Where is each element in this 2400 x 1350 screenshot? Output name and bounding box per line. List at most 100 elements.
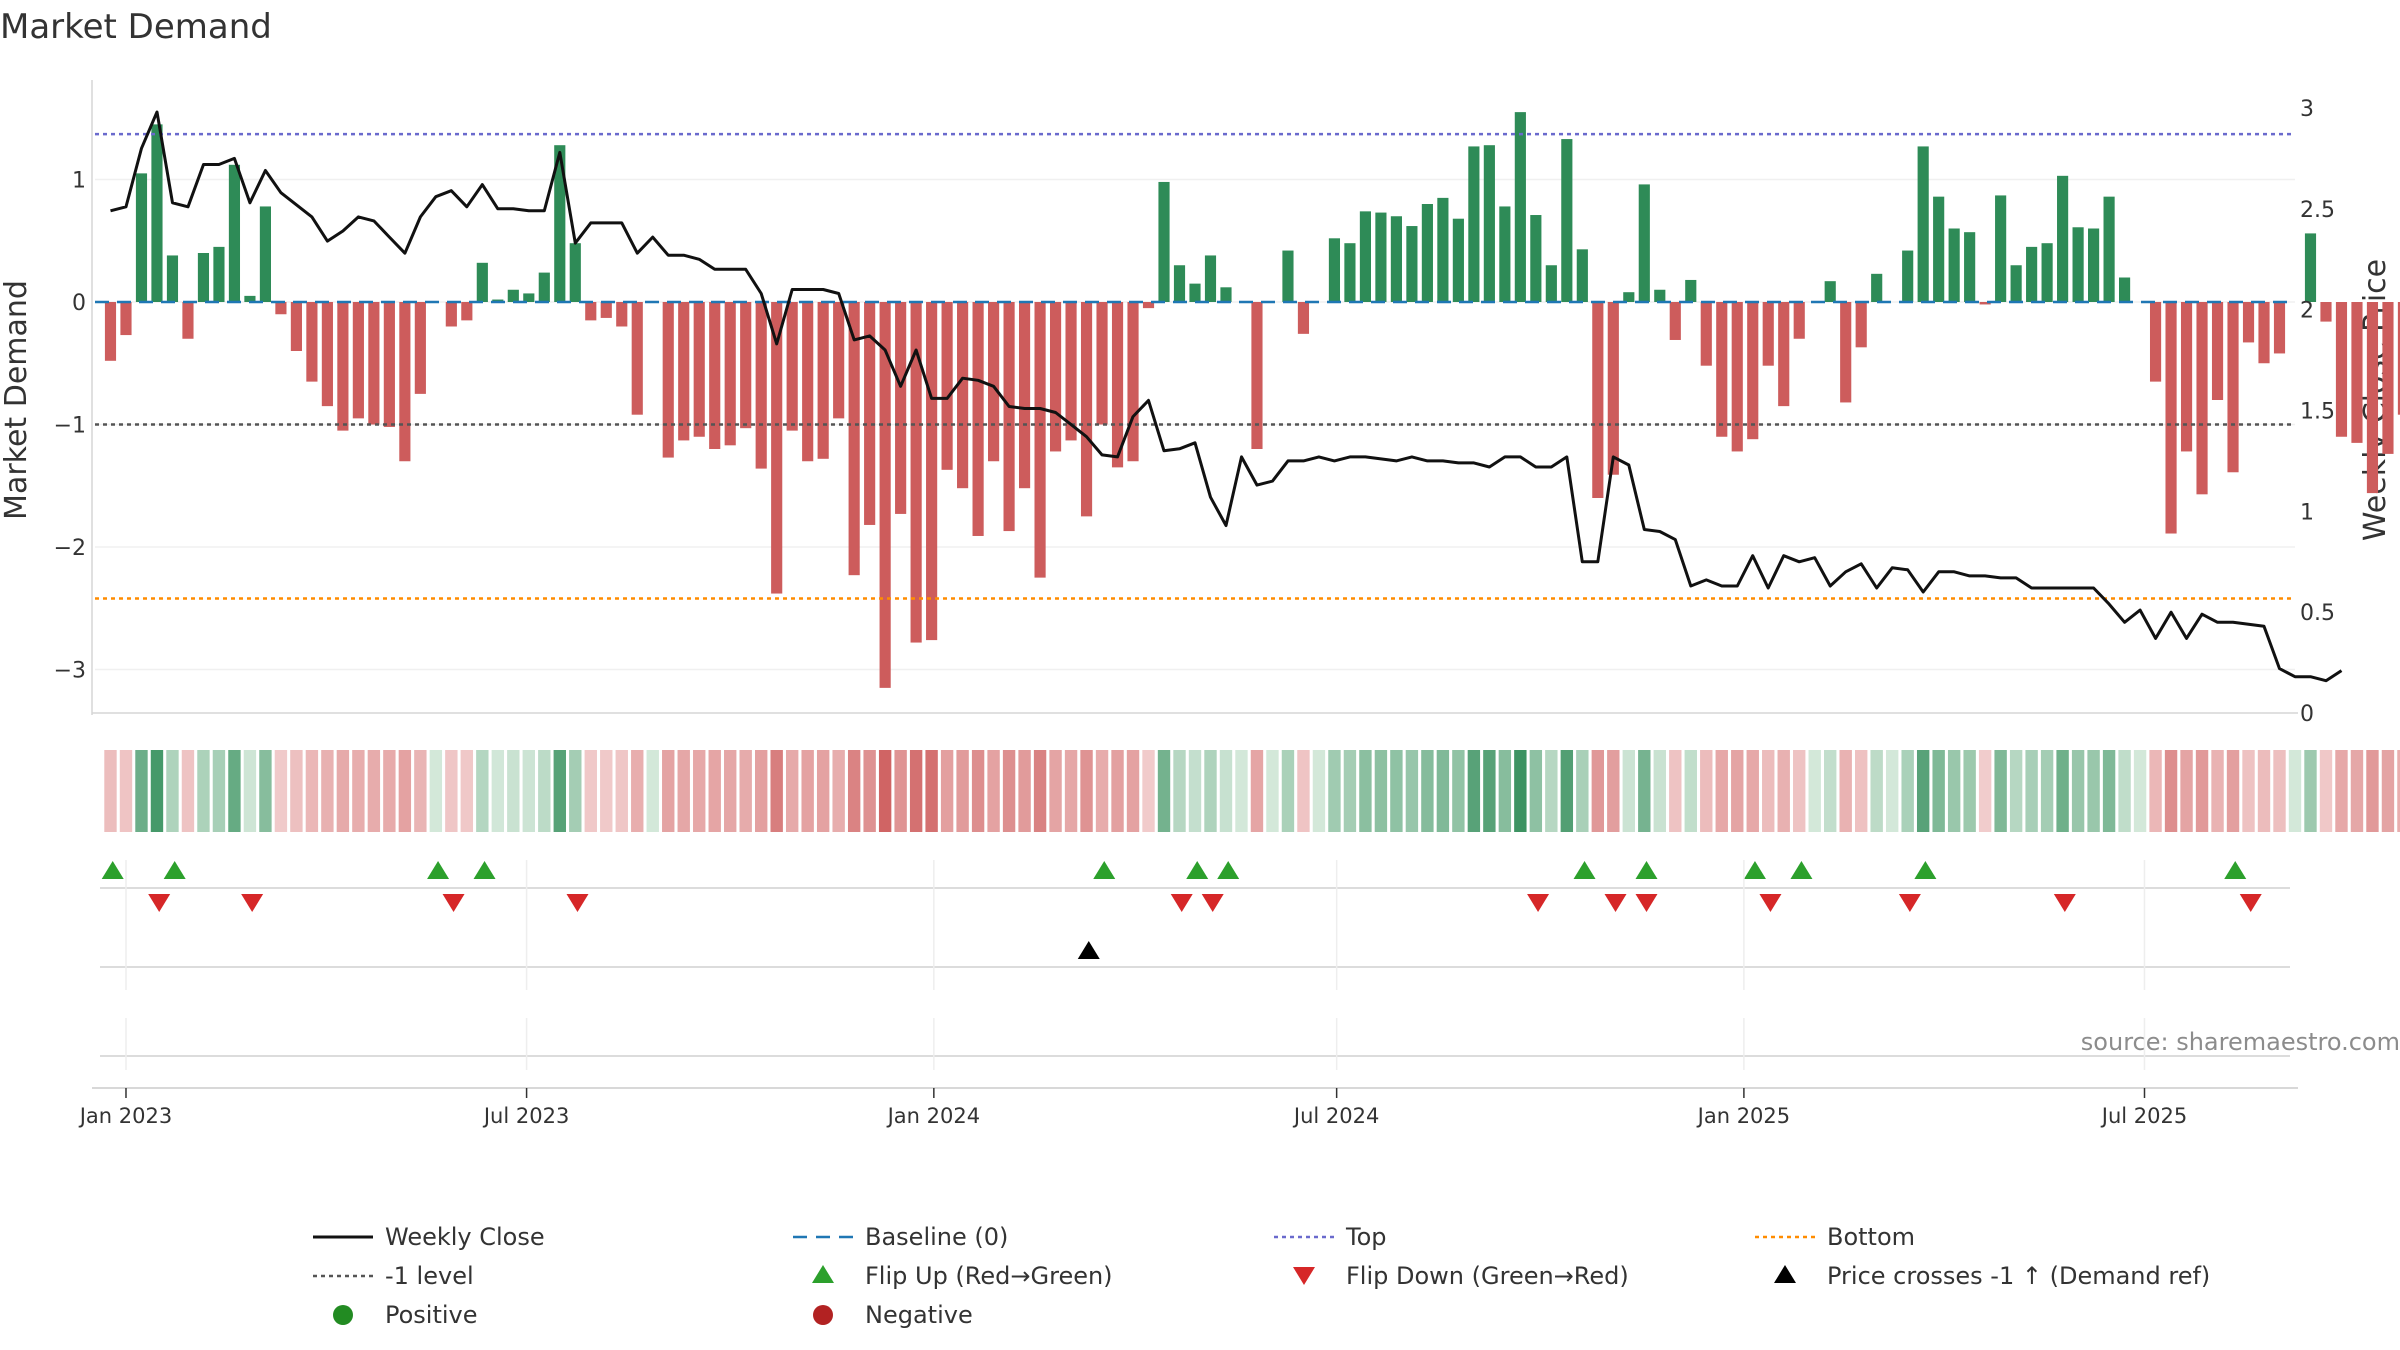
bar-negative [275, 302, 287, 315]
strip-cell [801, 750, 814, 832]
bar-positive [1220, 287, 1232, 302]
x-tick-label: Jan 2024 [886, 1104, 981, 1128]
strip-cell [1359, 750, 1372, 832]
strip-cell [352, 750, 365, 832]
bar-positive [1530, 215, 1542, 302]
bar-negative [306, 302, 318, 382]
strip-cell [2304, 750, 2317, 832]
legend-swatch [813, 1305, 833, 1325]
strip-cell [1390, 750, 1403, 832]
strip-cell [2242, 750, 2255, 832]
bar-negative [755, 302, 767, 469]
strip-cell [1576, 750, 1589, 832]
bar-positive [244, 295, 256, 302]
y-axis-label-left: Market Demand [0, 280, 34, 520]
strip-cell [1824, 750, 1837, 832]
strip-cell [1994, 750, 2007, 832]
strip-cell [2335, 750, 2348, 832]
strip-cell [1963, 750, 1976, 832]
flip-down-marker [2053, 894, 2076, 912]
bar-negative [1049, 302, 1062, 452]
bar-negative [1111, 302, 1124, 468]
legend-label: Flip Up (Red→Green) [865, 1262, 1113, 1290]
strip-cell [1529, 750, 1543, 832]
strip-cell [1467, 750, 1481, 832]
bar-positive [1437, 197, 1449, 302]
strip-cell [1483, 750, 1496, 832]
bar-negative [1019, 302, 1031, 489]
bar-positive [1933, 196, 1945, 302]
bar-negative [445, 302, 457, 327]
bar-negative [724, 302, 736, 446]
strip-cell [2149, 750, 2162, 832]
legend-label: Weekly Close [385, 1223, 545, 1251]
strip-cell [1188, 750, 1202, 832]
strip-cell [1700, 750, 1713, 832]
strip-cell [1142, 750, 1155, 832]
strip-cell [863, 750, 876, 832]
bar-positive [1561, 139, 1573, 302]
strip-cell [2087, 750, 2100, 832]
strip-cell [1885, 750, 1899, 832]
strip-cell [1498, 750, 1512, 832]
y-tick-right: 0.5 [2300, 601, 2335, 626]
bar-negative [662, 302, 674, 458]
strip-cell [2273, 750, 2286, 832]
flip-down-marker [1759, 894, 1782, 912]
strip-cell [2397, 750, 2400, 832]
x-tick-label: Jul 2024 [1292, 1104, 1379, 1128]
strip-cell [909, 750, 923, 832]
strip-cell [1545, 750, 1558, 832]
bar-positive [1824, 281, 1836, 302]
bar-negative [817, 302, 829, 459]
strip-cell [476, 750, 489, 832]
bar-negative [740, 302, 752, 429]
strip-cell [1095, 750, 1109, 832]
bar-negative [1747, 302, 1759, 440]
x-axis: Jan 2023 Jul 2023 Jan 2024 Jul 2024 Jan 2025… [78, 860, 2298, 1128]
bar-negative [585, 302, 597, 321]
strip-cell [847, 750, 861, 832]
legend-label: Bottom [1827, 1223, 1915, 1251]
strip-cell [1870, 750, 1883, 832]
bar-positive [228, 164, 241, 302]
bar-positive [2088, 228, 2100, 302]
flip-down-marker [1527, 894, 1550, 912]
bar-negative [2273, 302, 2286, 354]
strip-cell [878, 750, 892, 832]
strip-cell [1018, 750, 1031, 832]
bar-positive [197, 253, 210, 302]
strip-cell [1514, 750, 1527, 832]
bar-negative [414, 302, 426, 394]
bar-positive [2072, 227, 2084, 302]
bar-negative [2351, 302, 2363, 443]
bar-negative [1003, 302, 1015, 532]
strip-cell [2319, 750, 2333, 832]
strip-cell [2195, 750, 2209, 832]
strip-cell [1281, 750, 1295, 832]
bar-positive [1514, 112, 1526, 302]
flip-down-marker [442, 894, 465, 912]
bar-positive [2119, 277, 2131, 302]
bar-positive [1917, 146, 1929, 302]
strip-cell [971, 750, 985, 832]
bar-negative [399, 302, 411, 462]
bar-positive [1654, 289, 1666, 302]
bar-positive [1468, 146, 1480, 302]
strip-cell [1049, 750, 1062, 832]
strip-cell [1653, 750, 1666, 832]
bar-negative [1700, 302, 1712, 366]
bar-negative [2149, 302, 2162, 382]
bar-negative [1096, 302, 1108, 425]
x-tick-label: Jan 2025 [1696, 1104, 1791, 1128]
bar-positive [1576, 249, 1588, 302]
strip-cell [1715, 750, 1728, 832]
bar-positive [1204, 255, 1217, 302]
flip-up-marker [1635, 861, 1658, 879]
strip-cell [1421, 750, 1434, 832]
bar-positive [151, 124, 163, 302]
legend-label: Top [1345, 1223, 1387, 1251]
y-tick-left: 1 [72, 169, 86, 194]
strip-cell [166, 750, 179, 832]
strip-cell [1901, 750, 1914, 832]
